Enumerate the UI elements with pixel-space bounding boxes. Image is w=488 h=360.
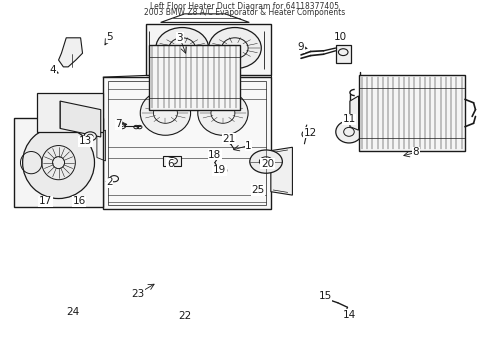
Text: 3: 3 [176,33,183,43]
Polygon shape [38,93,103,132]
Polygon shape [349,96,358,130]
Ellipse shape [208,27,261,68]
Polygon shape [358,76,464,150]
Text: 24: 24 [66,307,80,317]
Text: 13: 13 [79,136,92,146]
Ellipse shape [84,132,96,141]
Polygon shape [146,24,270,76]
Text: 2: 2 [106,177,112,188]
Bar [335,45,350,63]
Text: 20: 20 [261,159,273,168]
Text: 23: 23 [131,289,144,298]
Text: 15: 15 [318,291,331,301]
Text: 11: 11 [342,114,355,124]
Text: Left Floor Heater Duct Diagram for 64118377405: Left Floor Heater Duct Diagram for 64118… [150,2,338,11]
Text: 2003 BMW Z8 A/C Evaporator & Heater Components: 2003 BMW Z8 A/C Evaporator & Heater Comp… [143,8,345,17]
Text: 12: 12 [304,128,317,138]
Text: 22: 22 [178,311,191,320]
Text: 4: 4 [49,65,56,75]
Bar [163,156,181,166]
Ellipse shape [156,27,208,68]
Ellipse shape [249,150,282,173]
Text: 6: 6 [166,159,173,168]
Text: 14: 14 [342,310,355,320]
Text: 7: 7 [115,119,122,129]
Text: 5: 5 [106,32,112,42]
Ellipse shape [140,91,190,135]
Polygon shape [103,77,270,209]
Polygon shape [59,38,82,67]
Text: 9: 9 [297,42,304,52]
Text: 10: 10 [333,32,346,42]
Text: 25: 25 [251,185,264,195]
Text: 16: 16 [72,196,85,206]
Polygon shape [15,118,103,207]
Ellipse shape [197,91,247,135]
Text: 19: 19 [212,166,226,175]
Text: 18: 18 [208,150,221,160]
Polygon shape [60,101,101,137]
Text: 1: 1 [244,140,251,150]
Polygon shape [270,147,292,195]
Text: 17: 17 [39,196,52,206]
Ellipse shape [22,127,94,198]
Text: 21: 21 [222,134,235,144]
Polygon shape [148,45,239,109]
Ellipse shape [335,121,362,143]
Text: 8: 8 [412,147,419,157]
